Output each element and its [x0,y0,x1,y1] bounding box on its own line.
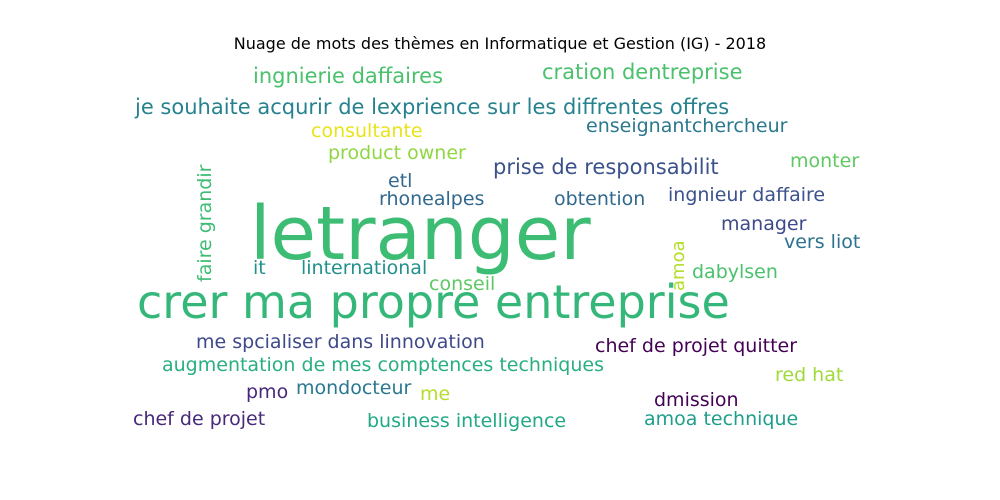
word-enseignantchercheur: enseignantchercheur [586,115,788,137]
word-faire-grandir: faire grandir [194,164,216,282]
word-cration-dentreprise: cration dentreprise [542,60,743,84]
word-me-spcialiser-dans-linnovation: me spcialiser dans linnovation [196,331,485,353]
word-vers-liot: vers liot [784,231,860,253]
word-consultante: consultante [311,120,423,142]
chart-title: Nuage de mots des thèmes en Informatique… [233,34,767,53]
word-amoa-technique: amoa technique [644,408,798,430]
word-dmission: dmission [654,389,739,411]
word-amoa: amoa [668,240,689,291]
word-business-intelligence: business intelligence [367,410,566,432]
word-it: it [253,257,266,279]
word-me: me [420,383,450,405]
word-ingnierie-daffaires: ingnierie daffaires [253,64,443,88]
word-conseil: conseil [429,273,495,295]
word-je-souhaite-acqurir-de-lexprience-sur-les-diffrentes-offres: je souhaite acqurir de lexprience sur le… [134,95,729,119]
word-prise-de-responsabilit: prise de responsabilit [493,155,719,179]
word-etl: etl [388,170,412,192]
word-rhonealpes: rhonealpes [379,188,484,210]
word-letranger: letranger [250,191,591,277]
word-monter: monter [790,150,859,172]
word-ingnieur-daffaire: ingnieur daffaire [668,184,825,206]
word-augmentation-de-mes-comptences-techniques: augmentation de mes comptences technique… [162,354,604,376]
word-crer-ma-propre-entreprise: crer ma propre entreprise [137,275,730,329]
word-chef-de-projet-quitter: chef de projet quitter [595,335,797,357]
word-dabylsen: dabylsen [692,261,778,283]
word-pmo: pmo [246,381,288,403]
word-red-hat: red hat [775,364,843,386]
word-product-owner: product owner [328,142,466,164]
word-manager: manager [721,213,807,235]
word-obtention: obtention [554,188,645,210]
word-chef-de-projet: chef de projet [133,408,265,430]
word-linternational: linternational [301,257,427,279]
word-mondocteur: mondocteur [296,377,411,399]
